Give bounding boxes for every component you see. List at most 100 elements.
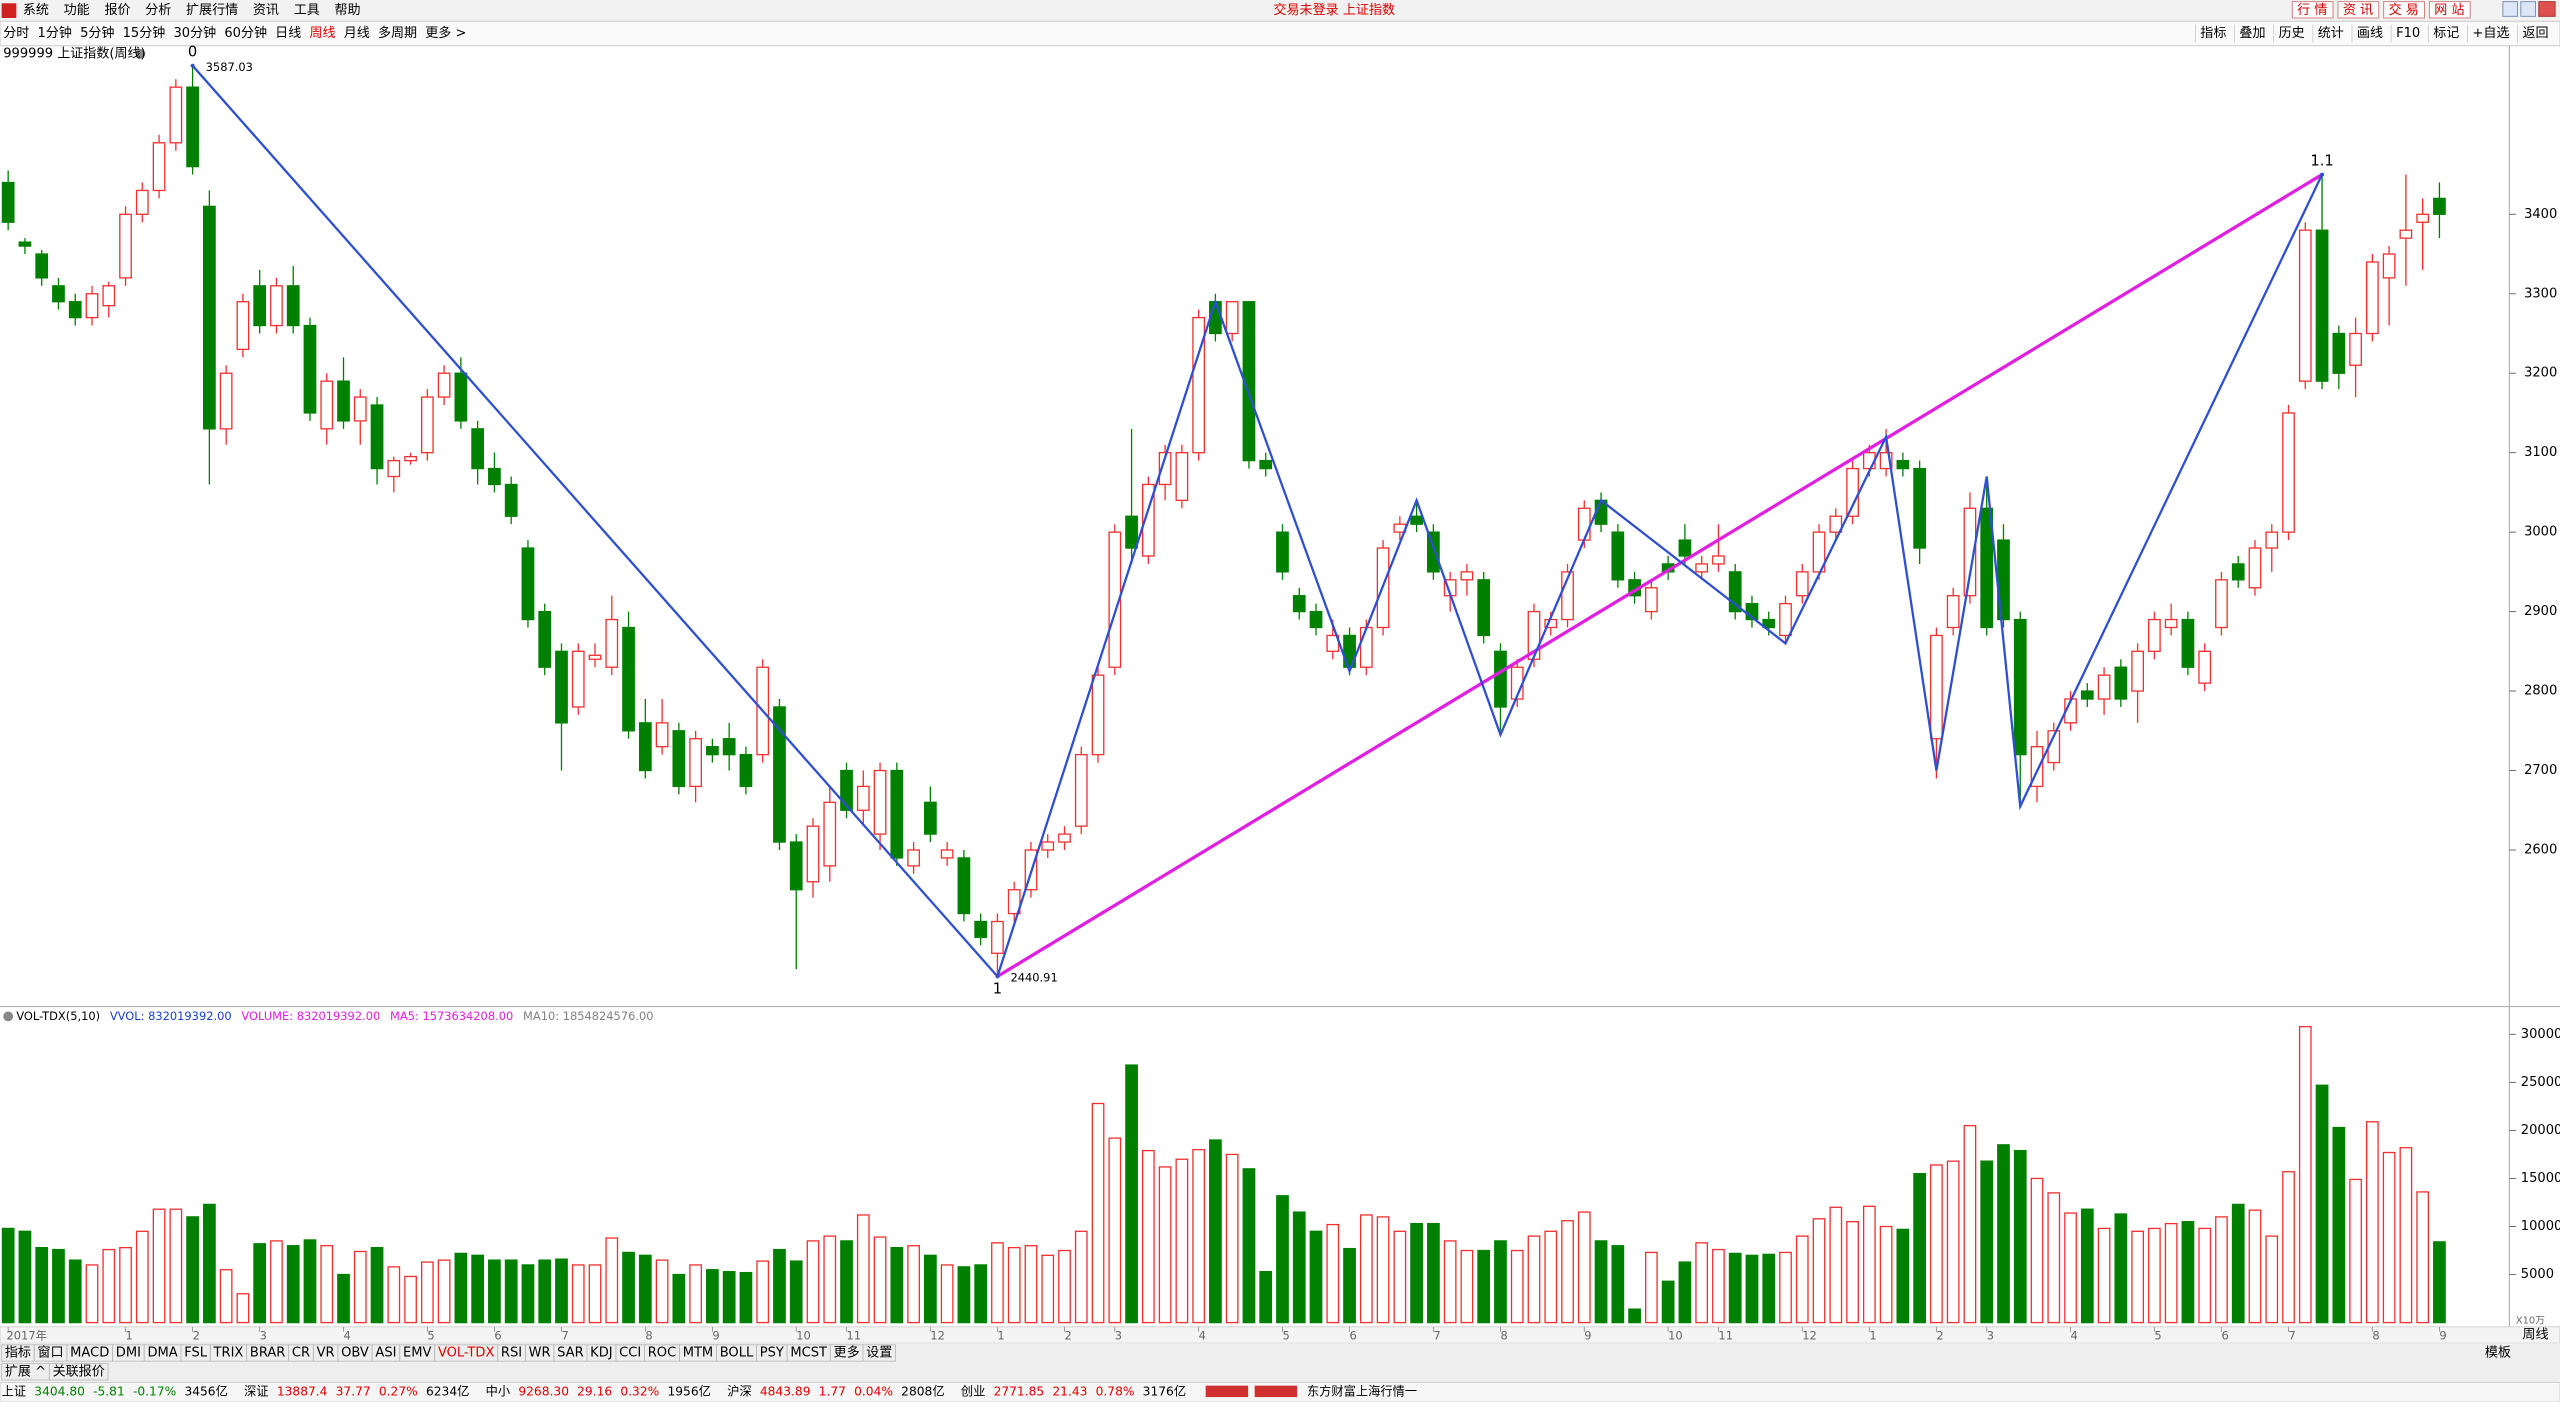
indicator-tab[interactable]: OBV xyxy=(341,1345,369,1360)
maximize-button[interactable] xyxy=(2520,1,2536,17)
volume-bar xyxy=(85,1264,99,1324)
volume-bar xyxy=(102,1248,116,1324)
volume-bar xyxy=(1997,1144,2010,1324)
x-tick-label: 3 xyxy=(260,1328,267,1342)
indicator-tab[interactable]: ASI xyxy=(375,1345,396,1360)
close-button[interactable] xyxy=(2538,1,2556,17)
sub-tab[interactable]: 关联报价 xyxy=(53,1364,105,1379)
indicator-tab[interactable]: FSL xyxy=(184,1345,208,1360)
period-item[interactable]: 60分钟 xyxy=(224,25,267,41)
indicator-tab[interactable]: VOL-TDX xyxy=(438,1345,495,1360)
tool-item[interactable]: 标记 xyxy=(2433,26,2459,41)
tool-item[interactable]: 叠加 xyxy=(2239,26,2265,41)
indicator-tab[interactable]: DMI xyxy=(116,1345,141,1360)
indicator-tab[interactable]: MACD xyxy=(70,1345,109,1360)
top-button-label[interactable]: 交 易 xyxy=(2389,2,2419,18)
top-button[interactable] xyxy=(2337,1,2380,19)
top-button-label[interactable]: 资 讯 xyxy=(2343,3,2373,18)
indicator-tab[interactable]: ROC xyxy=(648,1345,676,1360)
menu-item[interactable]: 分析 xyxy=(145,3,171,18)
volume-bar xyxy=(2181,1221,2195,1324)
period-item[interactable]: 日线 xyxy=(275,26,301,41)
menu-item[interactable]: 功能 xyxy=(64,3,90,18)
indicator-tab[interactable]: BRAR xyxy=(250,1345,285,1360)
indicator-tab[interactable]: RSI xyxy=(501,1345,522,1360)
indicator-tab[interactable]: KDJ xyxy=(590,1345,612,1360)
indicator-tab[interactable]: CCI xyxy=(619,1345,641,1360)
template-button[interactable]: 模板 xyxy=(2485,1345,2511,1360)
top-button[interactable] xyxy=(2291,1,2334,19)
indicator-tab[interactable]: 更多 xyxy=(834,1344,860,1360)
indicator-icon[interactable] xyxy=(3,1011,14,1022)
period-item[interactable]: 分时 xyxy=(3,26,29,41)
tool-item[interactable]: 返回 xyxy=(2522,26,2548,41)
period-item[interactable]: 5分钟 xyxy=(80,25,114,41)
menu-item[interactable]: 报价 xyxy=(104,3,130,18)
tool-item[interactable]: 统计 xyxy=(2318,26,2344,41)
candle-body xyxy=(420,396,434,454)
tool-item[interactable]: 指标 xyxy=(2200,26,2226,41)
volume-bar xyxy=(1829,1206,1843,1324)
candle-body xyxy=(1309,610,1323,629)
volume-header-item: VOL-TDX(5,10) xyxy=(16,1009,100,1023)
top-button[interactable] xyxy=(2428,1,2471,19)
tool-item[interactable]: +自选 xyxy=(2472,26,2509,41)
indicator-tab[interactable]: DMA xyxy=(147,1345,177,1360)
period-item[interactable]: 30分钟 xyxy=(173,25,216,41)
menu-item[interactable]: 系统 xyxy=(23,3,49,18)
volume-bar xyxy=(135,1230,149,1324)
candle-body xyxy=(2231,563,2245,581)
top-button-label[interactable]: 网 站 xyxy=(2434,3,2464,18)
volume-bar xyxy=(2399,1147,2413,1324)
sub-tab[interactable]: 扩展 ^ xyxy=(5,1364,46,1379)
period-item[interactable]: 更多 > xyxy=(425,25,466,41)
label-icon[interactable] xyxy=(135,49,146,59)
indicator-tab[interactable]: SAR xyxy=(557,1345,584,1360)
volume-bar xyxy=(2365,1121,2379,1324)
menu-item[interactable]: 工具 xyxy=(294,3,320,18)
volume-bar xyxy=(538,1259,552,1324)
period-item[interactable]: 多周期 xyxy=(378,25,417,41)
tool-item[interactable]: F10 xyxy=(2396,26,2420,41)
indicator-tab[interactable]: EMV xyxy=(403,1345,431,1360)
status-price: 13887.4 xyxy=(277,1385,328,1399)
volume-bar xyxy=(1812,1218,1826,1324)
indicator-tab[interactable]: PSY xyxy=(760,1345,784,1360)
indicator-tab[interactable]: BOLL xyxy=(720,1345,754,1360)
indicator-tab[interactable]: MTM xyxy=(683,1345,713,1360)
candle-body xyxy=(270,285,283,327)
indicator-tab[interactable]: VR xyxy=(317,1345,335,1360)
volume-bar xyxy=(186,1216,199,1324)
volume-bar xyxy=(2047,1192,2061,1324)
period-item[interactable]: 月线 xyxy=(344,26,370,41)
tool-item[interactable]: 历史 xyxy=(2279,26,2305,41)
trend-line xyxy=(191,64,999,978)
menu-item[interactable]: 扩展行情 xyxy=(186,3,238,18)
indicator-tab[interactable]: CR xyxy=(292,1345,310,1360)
volume-bar xyxy=(437,1259,451,1324)
volume-bar xyxy=(1326,1223,1340,1324)
period-item[interactable]: 周线 xyxy=(309,26,335,41)
volume-bar xyxy=(270,1240,283,1324)
indicator-tab[interactable]: WR xyxy=(529,1345,551,1360)
indicator-tab[interactable]: 窗口 xyxy=(38,1344,64,1360)
indicator-tab[interactable]: 设置 xyxy=(866,1345,892,1360)
indicator-tab[interactable]: 指标 xyxy=(5,1345,31,1360)
volume-bar xyxy=(52,1248,65,1324)
top-button-label[interactable]: 行 情 xyxy=(2297,3,2327,18)
volume-bar xyxy=(706,1269,719,1324)
candle-body xyxy=(437,372,451,398)
indicator-tab[interactable]: TRIX xyxy=(213,1345,244,1360)
menu-item[interactable]: 帮助 xyxy=(334,3,360,18)
top-button[interactable] xyxy=(2383,1,2425,19)
period-item[interactable]: 1分钟 xyxy=(38,25,72,41)
volume-bar xyxy=(1946,1160,1960,1324)
volume-bar xyxy=(940,1264,954,1324)
menu-item[interactable]: 资讯 xyxy=(253,3,279,18)
indicator-tab[interactable]: MCST xyxy=(790,1345,827,1360)
minimize-button[interactable] xyxy=(2502,1,2519,17)
tool-item[interactable]: 画线 xyxy=(2357,26,2383,41)
volume-bar xyxy=(1091,1102,1105,1324)
volume-bar xyxy=(303,1239,317,1324)
period-item[interactable]: 15分钟 xyxy=(123,25,166,41)
